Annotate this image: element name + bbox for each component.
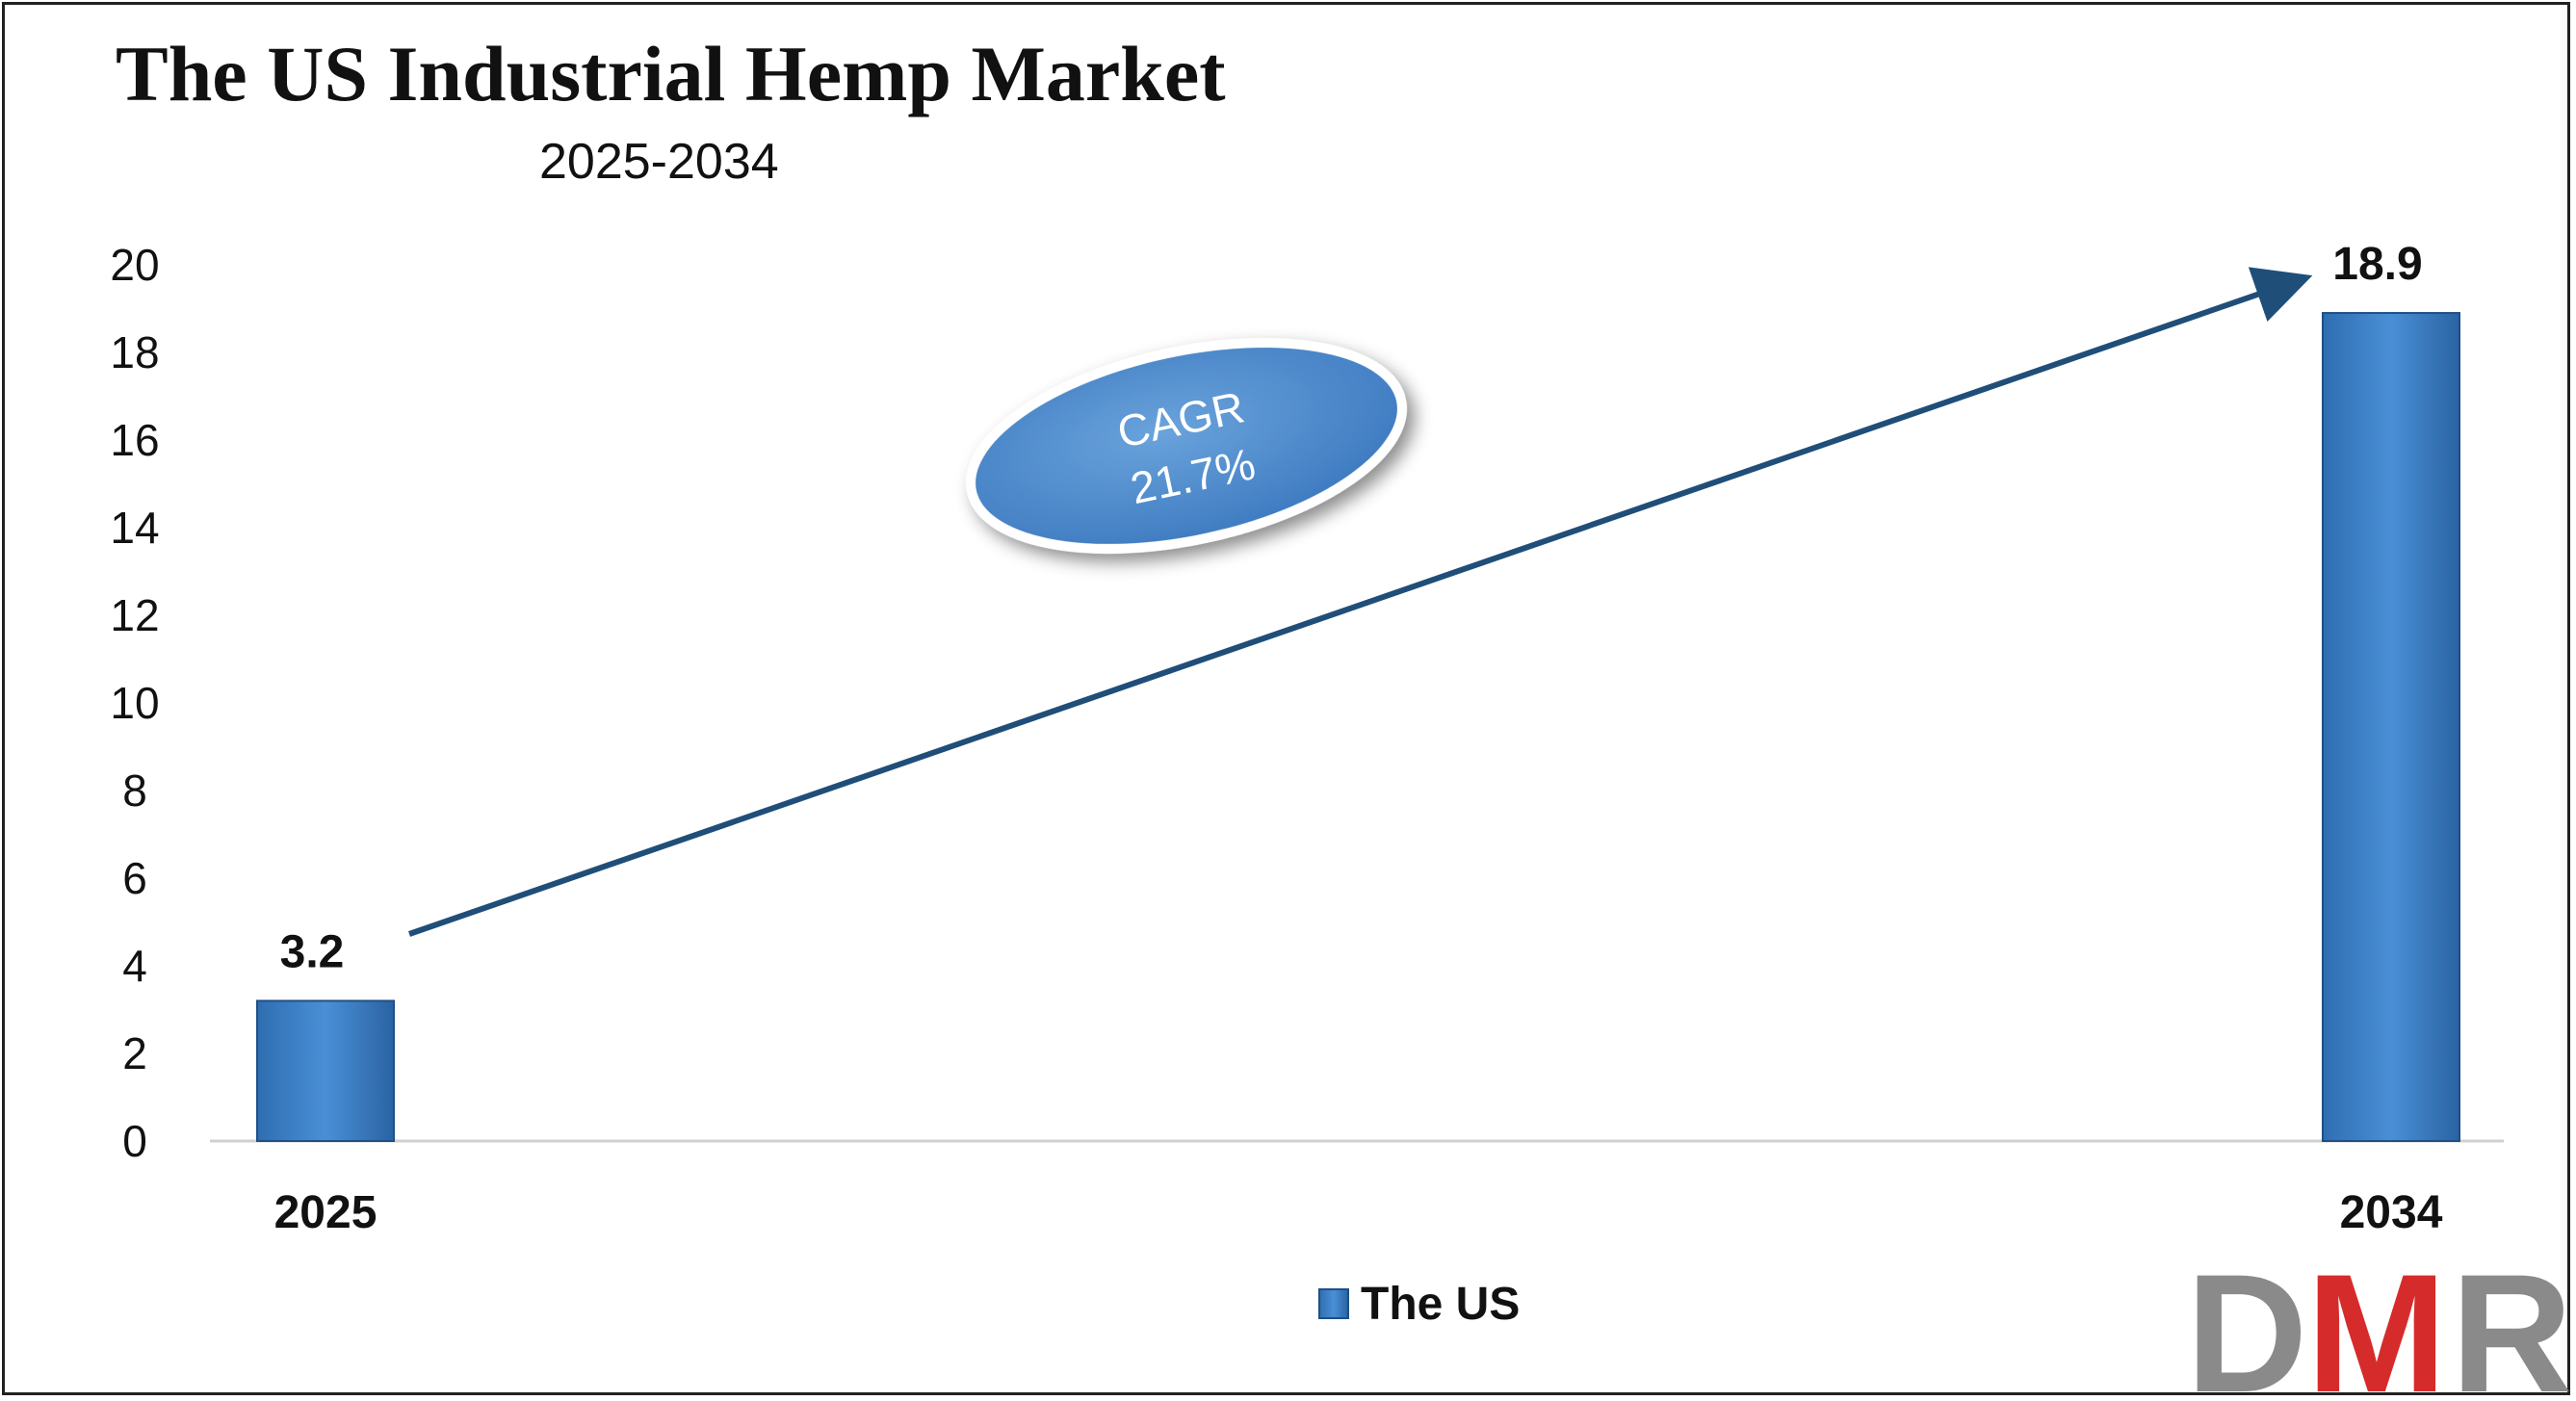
y-tick-label: 12: [110, 590, 159, 640]
y-tick-label: 6: [122, 853, 147, 903]
legend-label: The US: [1361, 1279, 1520, 1330]
y-tick-label: 16: [110, 415, 159, 465]
y-tick-label: 10: [110, 678, 159, 728]
y-tick-label: 0: [122, 1116, 147, 1166]
cagr-annotation: CAGR 21.7%: [966, 338, 1407, 554]
y-axis-ticks: 0 2 4 6 8 10 12 14 16 18 20: [110, 240, 159, 1166]
y-tick-label: 18: [110, 327, 159, 377]
x-tick-label: 2025: [274, 1187, 377, 1238]
growth-arrow: [408, 267, 2313, 937]
y-tick-label: 4: [122, 941, 147, 991]
logo-letter-d: D: [2186, 1240, 2307, 1401]
logo-letter-m: M: [2306, 1240, 2447, 1401]
dmr-logo: D M R: [2186, 1240, 2572, 1401]
legend-swatch: [1318, 1288, 1349, 1319]
chart-subtitle: 2025-2034: [539, 134, 779, 190]
logo-letter-r: R: [2451, 1240, 2572, 1401]
y-tick-label: 14: [110, 503, 159, 553]
x-tick-label: 2034: [2340, 1187, 2443, 1238]
data-label: 3.2: [280, 926, 345, 977]
legend: The US: [1318, 1279, 1520, 1330]
bar: [256, 999, 395, 1143]
data-label: 18.9: [2332, 239, 2422, 290]
y-tick-label: 2: [122, 1028, 147, 1078]
cagr-oval: [966, 338, 1407, 554]
chart-title: The US Industrial Hemp Market: [116, 30, 1226, 117]
data-labels: 3.2 18.9: [280, 239, 2423, 977]
x-axis-labels: 2025 2034: [274, 1187, 2443, 1238]
bars-group: [256, 312, 2460, 1143]
y-tick-label: 8: [122, 765, 147, 816]
bar: [2322, 312, 2460, 1142]
y-tick-label: 20: [110, 240, 159, 290]
